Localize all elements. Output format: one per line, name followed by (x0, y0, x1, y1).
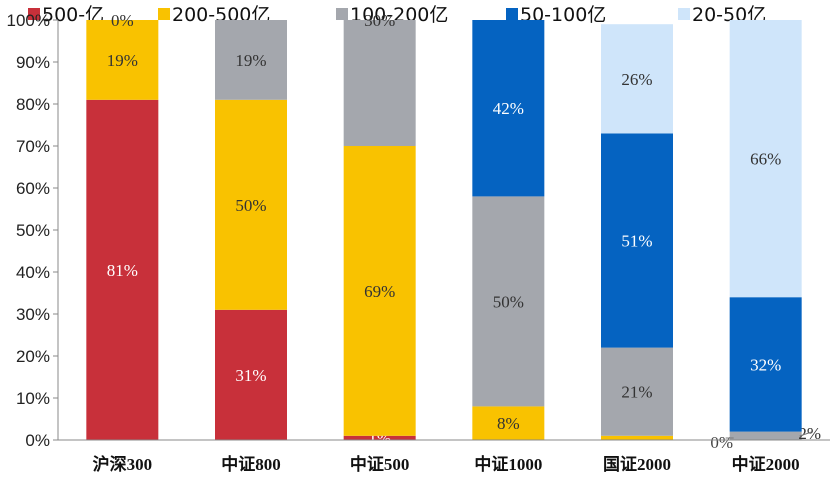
x-tick-label: 沪深300 (93, 454, 153, 474)
data-label: 30% (364, 11, 395, 30)
x-tick-label: 中证2000 (732, 454, 800, 474)
legend-swatch (678, 8, 690, 20)
x-tick-label: 中证800 (221, 454, 281, 474)
data-label: 21% (621, 383, 652, 402)
legend-swatch (336, 8, 348, 20)
data-label: 2% (798, 424, 821, 443)
bar-segment (215, 20, 287, 100)
legend-swatch (158, 8, 170, 20)
data-label: 50% (235, 196, 266, 215)
bar-segment (601, 347, 673, 436)
bar-segment (472, 196, 545, 407)
y-tick-label: 0% (25, 431, 50, 450)
leader-line (799, 431, 812, 437)
y-tick-label: 20% (16, 347, 50, 366)
data-label: 42% (493, 99, 524, 118)
legend-swatch (506, 8, 518, 20)
y-tick-label: 100% (7, 11, 50, 30)
bar-segment (729, 297, 802, 432)
bars: 81%19%0%31%50%19%1%69%30%8%50%42%21%51%2… (86, 11, 821, 452)
x-axis: 沪深300 中证800 中证500 中证1000 国证2000 中证2000 (58, 439, 830, 474)
data-label: 66% (750, 150, 781, 169)
bar-segment (86, 20, 159, 100)
bar-segment (601, 24, 673, 134)
data-label: 31% (235, 366, 266, 385)
bar-segment (729, 431, 802, 440)
data-label: 69% (364, 282, 395, 301)
data-label: 0% (111, 11, 134, 30)
y-tick-label: 30% (16, 305, 50, 324)
data-label: 0% (710, 433, 733, 452)
bar-segment (215, 309, 287, 440)
data-label: 51% (621, 232, 652, 251)
x-tick-label: 国证2000 (603, 455, 671, 474)
bar-segment (729, 20, 802, 298)
y-tick-label: 70% (16, 137, 50, 156)
x-tick-label: 中证500 (350, 454, 410, 474)
data-label: 19% (235, 51, 266, 70)
y-tick-label: 80% (16, 95, 50, 114)
data-label: 32% (750, 355, 781, 374)
y-tick-label: 60% (16, 179, 50, 198)
bar-segment (472, 20, 545, 197)
y-tick-label: 40% (16, 263, 50, 282)
y-tick-label: 50% (16, 221, 50, 240)
bar-segment (343, 146, 416, 436)
bar-segment (86, 99, 159, 441)
data-label: 81% (107, 261, 138, 280)
y-tick-label: 90% (16, 53, 50, 72)
data-label: 19% (107, 51, 138, 70)
bar-segment (343, 435, 416, 440)
bar-segment (215, 99, 287, 310)
bar-segment (343, 20, 416, 146)
data-label: 26% (621, 70, 652, 89)
y-axis: 0% 10% 20% 30% 40% 50% 60% 70% 80% 90% 100% (7, 11, 59, 450)
bar-segment (472, 406, 545, 440)
x-tick-label: 中证1000 (474, 454, 542, 474)
bar-segment (601, 133, 673, 348)
legend-swatch (28, 8, 40, 20)
data-label: 50% (493, 292, 524, 311)
bar-segment (601, 435, 673, 440)
y-tick-label: 10% (16, 389, 50, 408)
data-label: 8% (497, 414, 520, 433)
